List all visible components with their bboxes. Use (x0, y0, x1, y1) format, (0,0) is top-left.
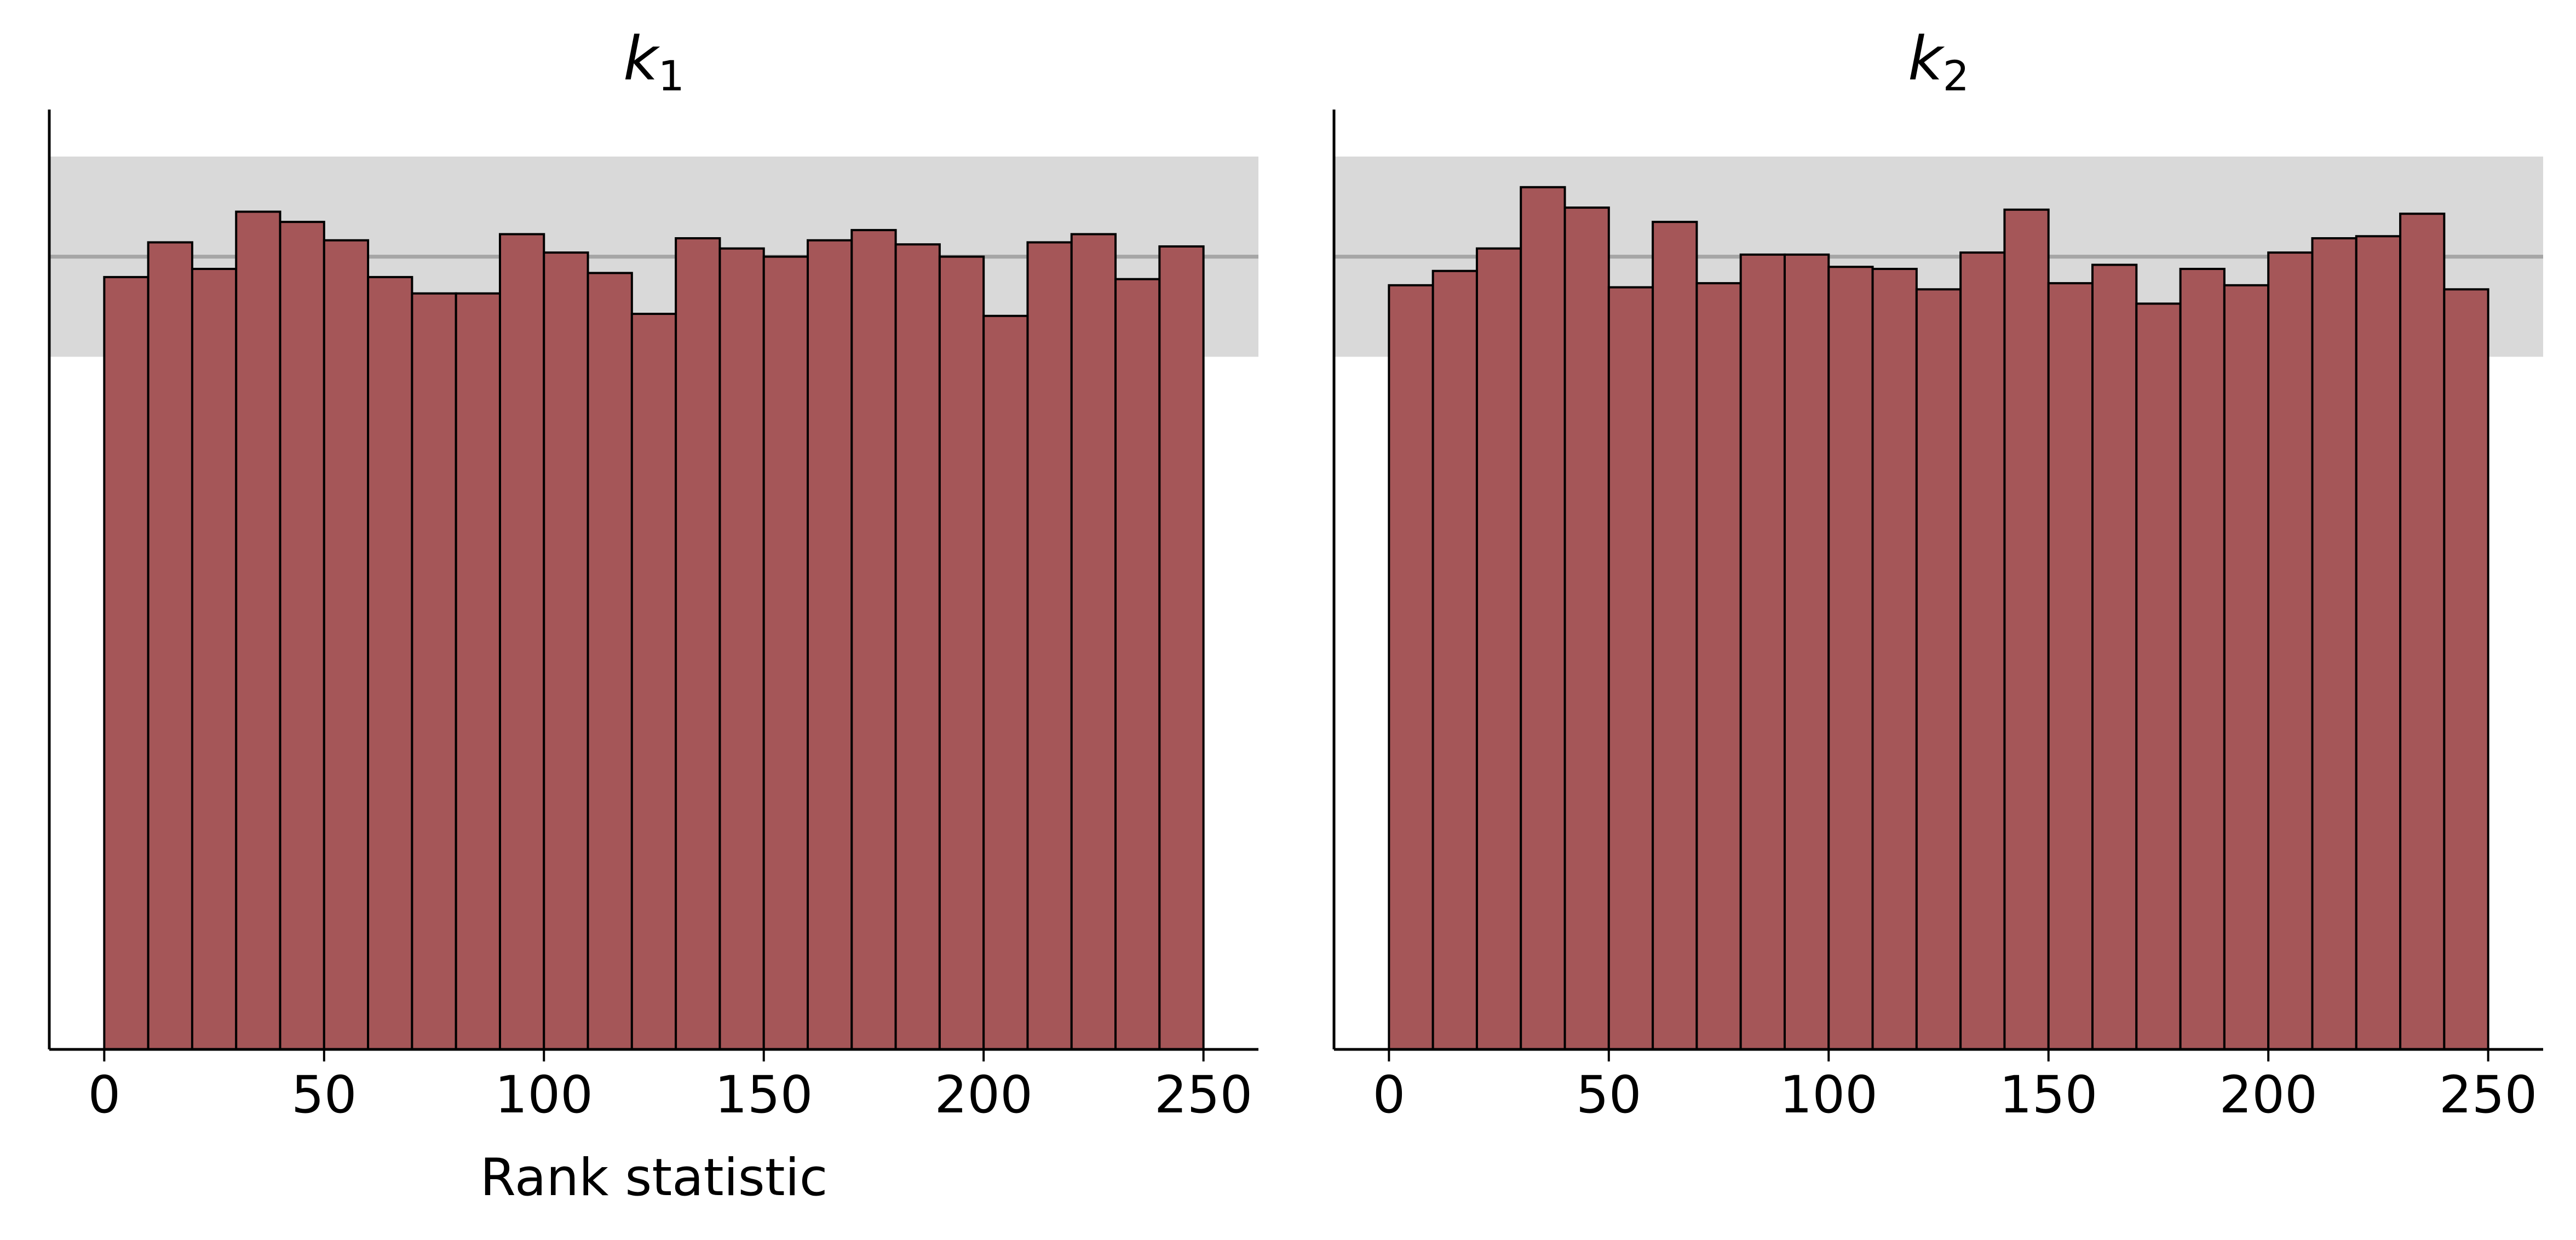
histogram-bar (279, 221, 325, 1050)
histogram-bar (1783, 253, 1830, 1051)
histogram-bar (191, 267, 238, 1051)
x-tick-label: 150 (1999, 1065, 2097, 1125)
histogram-bar (2223, 284, 2270, 1050)
histogram-bar (1158, 245, 1205, 1051)
histogram-bar (455, 292, 501, 1050)
histogram-bar (1827, 266, 1874, 1050)
x-axis-label: Rank statistic (480, 1148, 828, 1208)
x-tick-label: 100 (1780, 1065, 1878, 1125)
histogram-bar (323, 239, 370, 1051)
panel-k2: 0 50 100 150 200 250 k2 (1332, 24, 2543, 1125)
axes-layer: 0 50 100 150 200 250 (48, 110, 1258, 1125)
histogram-bar (1607, 286, 1654, 1050)
histogram-bar (807, 239, 853, 1051)
x-tick-label: 250 (1154, 1065, 1252, 1125)
histogram-bar (2267, 251, 2314, 1050)
histogram-bar (850, 229, 897, 1050)
histogram-bar (235, 210, 281, 1050)
histogram-bar (2179, 267, 2226, 1051)
histogram-bar (2003, 208, 2050, 1051)
x-tick-label: 0 (1372, 1065, 1405, 1125)
histogram-bar (630, 313, 677, 1050)
histogram-bar (498, 233, 545, 1050)
histogram-bar (1388, 284, 1434, 1050)
x-tick-label: 200 (934, 1065, 1032, 1125)
histogram-bar (1070, 233, 1117, 1050)
x-tick-label: 50 (1576, 1065, 1642, 1125)
x-tick-label: 50 (291, 1065, 357, 1125)
title-main: k (1908, 24, 1945, 94)
x-tick-label: 0 (88, 1065, 120, 1125)
histogram-bar (1026, 241, 1073, 1050)
histogram-bar (1739, 253, 1786, 1051)
title-main: k (623, 24, 660, 94)
histogram-bar (543, 251, 589, 1050)
histogram-bar (1431, 269, 1478, 1050)
histogram-bar (1652, 221, 1698, 1050)
histogram-bar (2399, 213, 2446, 1050)
histogram-bar (894, 243, 941, 1050)
histogram-bar (103, 275, 150, 1051)
histogram-bar (2047, 282, 2094, 1051)
histogram-bar (586, 272, 633, 1050)
x-tick-label: 250 (2439, 1065, 2537, 1125)
histogram-bar (2443, 288, 2489, 1050)
axes-layer: 0 50 100 150 200 250 (1332, 110, 2543, 1125)
histogram-bar (762, 255, 809, 1050)
chart-title: k2 (1908, 24, 1969, 100)
histogram-bar (1475, 247, 1522, 1050)
histogram-bar (1520, 186, 1566, 1051)
histogram-bar (1114, 278, 1161, 1050)
panel-k1: 0 50 100 150 200 250 k1 Rank statistic (48, 24, 1258, 1208)
histogram-bar (411, 292, 457, 1050)
histogram-bar (367, 275, 413, 1051)
histogram-bar (982, 314, 1029, 1050)
histogram-bar (1915, 288, 1962, 1050)
histogram-bar (2355, 235, 2402, 1050)
histogram-bar (1959, 251, 2006, 1050)
bars-layer (1388, 186, 2489, 1051)
histogram-bar (1695, 282, 1742, 1051)
histogram-bar (718, 247, 765, 1050)
histogram-bar (2091, 263, 2138, 1050)
histogram-bar (147, 241, 193, 1050)
histogram-bar (1871, 267, 1918, 1051)
x-tick-label: 100 (495, 1065, 593, 1125)
histogram-bar (2135, 302, 2182, 1050)
title-subscript: 2 (1943, 51, 1969, 100)
x-tick-label: 200 (2219, 1065, 2317, 1125)
title-subscript: 1 (658, 51, 685, 100)
histogram-bar (2311, 237, 2358, 1051)
bars-layer (103, 210, 1205, 1051)
chart-title: k1 (623, 24, 685, 100)
histogram-bar (1563, 206, 1610, 1050)
histogram-bar (675, 237, 721, 1051)
histogram-bar (938, 255, 985, 1050)
x-tick-label: 150 (715, 1065, 813, 1125)
